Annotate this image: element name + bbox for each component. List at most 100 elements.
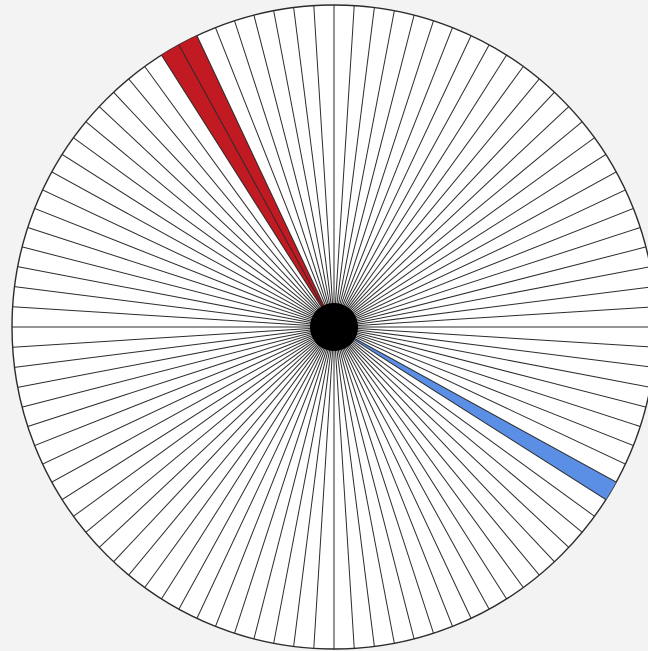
spoke-line [61, 336, 320, 500]
spoke-line [73, 137, 320, 317]
spoke-line [350, 227, 641, 322]
spoke-line [21, 330, 317, 408]
spoke-line [345, 78, 540, 314]
spoke-line [348, 337, 595, 517]
spoke-line [113, 339, 323, 563]
spoke-line [343, 341, 507, 600]
spoke-line [347, 338, 583, 533]
spoke-line [196, 35, 327, 311]
spoke-line [161, 54, 325, 313]
spoke-line [334, 344, 355, 649]
spoke-line [253, 344, 331, 640]
spoke-line [12, 306, 317, 327]
spoke-line [346, 106, 570, 316]
blue-segment [349, 335, 617, 500]
spoke-line [17, 329, 317, 388]
spoke-line [73, 337, 320, 517]
spoke-line [341, 35, 472, 311]
spoke-line [340, 343, 454, 627]
spoke-line [85, 338, 321, 533]
center-hub [310, 303, 358, 351]
spoke-line [350, 334, 626, 465]
highlighted-segments [161, 35, 617, 500]
spoke-line [128, 340, 323, 576]
spoke-line [128, 78, 323, 314]
spoke-line [27, 227, 318, 322]
spoke-line [21, 246, 317, 324]
spoke-line [345, 340, 540, 576]
spoke-line [214, 27, 328, 311]
spoke-line [345, 91, 555, 315]
spoke-line [339, 20, 434, 311]
spoke-line [341, 343, 472, 619]
spoke-line [350, 332, 641, 427]
spoke-line [98, 106, 322, 316]
spoke-line [293, 344, 333, 647]
spoke-line [351, 286, 648, 326]
spoke-line [27, 332, 318, 427]
spoke-line [14, 286, 317, 326]
spoke-line [42, 334, 318, 465]
spoke-line [348, 336, 607, 500]
spoke-line [335, 7, 375, 310]
spoke-line [337, 344, 415, 640]
spoke-line [196, 343, 327, 619]
spoke-line [178, 44, 326, 312]
spoke-line [113, 91, 323, 315]
spoke-line [61, 154, 320, 318]
spoke-line [144, 341, 324, 588]
spoke-line [85, 121, 321, 316]
spoke-line [344, 341, 524, 588]
spoke-line [344, 66, 524, 313]
spoke-line [313, 5, 334, 310]
spoke-line [144, 66, 324, 313]
spoke-line [351, 266, 648, 325]
spoke-line [42, 189, 318, 320]
spoke-line [214, 343, 328, 627]
spoke-line [34, 333, 318, 447]
spoke-line [334, 5, 355, 310]
spoke-line [335, 344, 375, 647]
spoke-line [350, 207, 634, 321]
spoke-line [313, 344, 334, 649]
spoke-line [350, 189, 626, 320]
spoke-line [347, 121, 583, 316]
spoke-line [14, 328, 317, 368]
spoke-line [12, 327, 317, 348]
spokes [12, 5, 648, 649]
spoke-line [273, 10, 332, 310]
spoke-line [339, 343, 434, 634]
spoke-line [161, 341, 325, 600]
spoke-line [337, 14, 415, 310]
spoke-line [351, 329, 648, 388]
spoke-line [351, 328, 648, 368]
spoke-line [336, 10, 395, 310]
spoke-line [34, 207, 318, 321]
spoke-line [178, 342, 326, 610]
spoke-line [346, 338, 570, 548]
spoke-line [253, 14, 331, 310]
spoke-line [343, 54, 507, 313]
spoke-line [342, 44, 490, 312]
spoke-line [273, 344, 332, 644]
spoke-line [349, 335, 617, 483]
spoke-line [345, 339, 555, 563]
spoke-line [293, 7, 333, 310]
spoke-line [349, 171, 617, 319]
spoke-line [350, 333, 634, 447]
spoke-line [51, 171, 319, 319]
spoke-line [348, 154, 607, 318]
spoke-line [351, 330, 647, 408]
spoke-line [348, 137, 595, 317]
spoke-line [234, 20, 329, 311]
spoke-line [234, 343, 329, 634]
spoke-line [340, 27, 454, 311]
red-segment-inner [161, 44, 326, 312]
spoke-line [336, 344, 395, 644]
spoke-line [17, 266, 317, 325]
spoke-line [351, 306, 648, 327]
spoke-line [342, 342, 490, 610]
red-segment-outer [178, 35, 327, 312]
spoke-line [51, 335, 319, 483]
